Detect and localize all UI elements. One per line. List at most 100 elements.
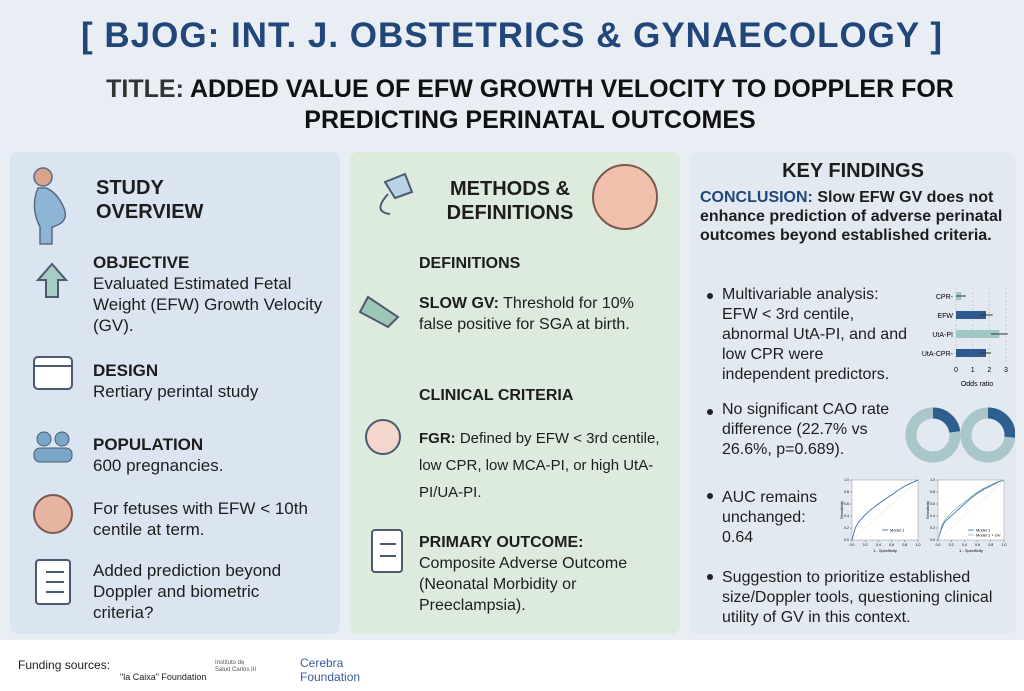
reference-line bbox=[851, 479, 919, 541]
funder: Instituto de Salud Carlos III bbox=[215, 660, 257, 673]
legend-label: Model 1 bbox=[976, 528, 991, 533]
y-tick-label: UtA-PI bbox=[932, 332, 953, 339]
item-label: OBJECTIVE bbox=[93, 253, 190, 272]
x-tick-label: 0.2 bbox=[863, 543, 868, 547]
y-tick-label: 0.0 bbox=[844, 538, 849, 542]
y-tick-label: 0.8 bbox=[844, 490, 849, 494]
overview-item: For fetuses with EFW < 10th centile at t… bbox=[93, 499, 308, 539]
finding: Multivariable analysis: EFW < 3rd centil… bbox=[722, 286, 907, 383]
y-tick-label: CPR- bbox=[936, 294, 954, 301]
findings-heading: KEY FINDINGS bbox=[782, 160, 924, 182]
x-tick-label: 0.6 bbox=[889, 543, 894, 547]
y-tick-label: 0.4 bbox=[930, 514, 935, 518]
article-title: TITLE: ADDED VALUE OF EFW GROWTH VELOCIT… bbox=[60, 74, 1000, 136]
x-tick-label: 0.0 bbox=[850, 543, 855, 547]
x-tick-label: 0.4 bbox=[876, 543, 881, 547]
x-axis-label: 1 - Specificity bbox=[873, 548, 897, 553]
definition-label: PRIMARY OUTCOME: bbox=[419, 534, 584, 551]
item-text: Evaluated Estimated Fetal Weight (EFW) G… bbox=[93, 274, 323, 335]
x-tick-label: 0.8 bbox=[902, 543, 907, 547]
y-tick-label: 0.6 bbox=[844, 502, 849, 506]
x-tick-label: 0 bbox=[954, 367, 958, 374]
overview-item: Added prediction beyond Doppler and biom… bbox=[93, 561, 282, 622]
footer bbox=[0, 640, 1024, 691]
overview-item: DESIGN Rertiary perintal study bbox=[93, 360, 333, 402]
bar bbox=[956, 311, 986, 319]
legend-label: Model 1 + GV bbox=[976, 533, 1001, 538]
finding: No significant CAO rate difference (22.7… bbox=[722, 401, 890, 458]
funder: Cerebra Foundation bbox=[300, 656, 361, 684]
roc-curve bbox=[937, 479, 1005, 541]
y-tick-label: 0.2 bbox=[844, 526, 849, 530]
title-text: ADDED VALUE OF EFW GROWTH VELOCITY TO DO… bbox=[189, 75, 954, 134]
odds-chart: 0 1 2 3 Odds ratio CPR- EFW UtA-PI UtA-CPR- bbox=[922, 288, 1008, 388]
y-tick-label: EFW bbox=[937, 313, 953, 320]
x-tick-label: 0.4 bbox=[962, 543, 967, 547]
overview-item: POPULATION 600 pregnancies. bbox=[93, 434, 333, 476]
methods-panel bbox=[350, 152, 680, 634]
x-tick-label: 1 bbox=[971, 367, 975, 374]
x-tick-label: 0.8 bbox=[988, 543, 993, 547]
x-tick-label: 1.0 bbox=[916, 543, 921, 547]
roc-chart: 0.0 0.2 0.4 0.6 0.8 1.0 0.0 0.2 0.4 0.6 0.8 1.0 1 - … bbox=[926, 478, 1007, 553]
y-tick-label: 0.8 bbox=[930, 490, 935, 494]
journal-title: [ BJOG: INT. J. OBSTETRICS & GYNAECOLOGY… bbox=[81, 16, 943, 55]
x-tick-label: 2 bbox=[987, 367, 991, 374]
definition-label: SLOW GV: bbox=[419, 295, 499, 312]
section-heading: CLINICAL CRITERIA bbox=[419, 387, 574, 404]
item-text: Rertiary perintal study bbox=[93, 382, 259, 401]
y-axis-label: Sensitivity bbox=[926, 501, 930, 519]
x-tick-label: 3 bbox=[1004, 367, 1008, 374]
definition-text: Composite Adverse Outcome (Neonatal Morb… bbox=[419, 555, 628, 614]
roc-curve bbox=[937, 479, 1005, 541]
findings-panel bbox=[690, 152, 1016, 634]
x-axis-label: 1 - Specificity bbox=[959, 548, 983, 553]
icons bbox=[33, 164, 713, 605]
funder: "la Caixa" Foundation bbox=[120, 672, 207, 682]
donut-segment bbox=[960, 407, 1015, 463]
y-tick-label: 0.0 bbox=[930, 538, 935, 542]
definition-label: FGR: bbox=[419, 430, 456, 447]
bar bbox=[956, 330, 1000, 338]
x-axis-label: Odds ratio bbox=[961, 381, 993, 388]
x-tick-label: 1.0 bbox=[1002, 543, 1007, 547]
item-label: POPULATION bbox=[93, 435, 204, 454]
section-heading: DEFINITIONS bbox=[419, 255, 521, 272]
legend-label: Model 1 bbox=[890, 528, 905, 533]
item-text: 600 pregnancies. bbox=[93, 456, 224, 475]
funding-label: Funding sources: bbox=[18, 658, 111, 672]
y-tick-label: 1.0 bbox=[844, 478, 849, 482]
donut-chart bbox=[905, 407, 1015, 463]
conclusion-text: Slow EFW GV does not enhance prediction … bbox=[700, 189, 1003, 244]
donut-segment bbox=[905, 407, 961, 463]
roc-chart: 0.0 0.2 0.4 0.6 0.8 1.0 0.0 0.2 0.4 0.6 0.8 1.0 1 - … bbox=[840, 478, 921, 553]
y-tick-label: 1.0 bbox=[930, 478, 935, 482]
definition: FGR: Defined by EFW < 3rd centile, low C… bbox=[419, 425, 674, 506]
roc-curve bbox=[851, 479, 919, 541]
overview-heading: STUDY OVERVIEW bbox=[96, 177, 204, 223]
definition-text: Defined by EFW < 3rd centile, low CPR, l… bbox=[419, 430, 660, 501]
overview-item: OBJECTIVE Evaluated Estimated Fetal Weigh… bbox=[93, 252, 333, 336]
definition-text: Threshold for 10% false positive for SGA… bbox=[419, 295, 634, 333]
definition: PRIMARY OUTCOME: Composite Adverse Outcom… bbox=[419, 532, 674, 616]
item-label: DESIGN bbox=[93, 361, 159, 380]
x-tick-label: 0.0 bbox=[936, 543, 941, 547]
bar bbox=[956, 349, 986, 357]
title-label: TITLE: bbox=[106, 75, 184, 103]
conclusion: CONCLUSION: Slow EFW GV does not enhance… bbox=[700, 188, 1005, 245]
methods-heading: METHODS & DEFINITIONS bbox=[446, 178, 574, 224]
definition: SLOW GV: Threshold for 10% false positiv… bbox=[419, 293, 669, 335]
finding: AUC remains unchanged: 0.64 bbox=[722, 489, 818, 546]
conclusion-label: CONCLUSION: bbox=[700, 189, 813, 206]
y-tick-label: 0.6 bbox=[930, 502, 935, 506]
y-tick-label: 0.4 bbox=[844, 514, 849, 518]
finding: Suggestion to prioritize established siz… bbox=[722, 569, 993, 626]
overview-panel bbox=[10, 152, 340, 634]
x-tick-label: 0.2 bbox=[949, 543, 954, 547]
x-tick-label: 0.6 bbox=[975, 543, 980, 547]
y-tick-label: UtA-CPR- bbox=[922, 351, 954, 358]
reference-line bbox=[937, 479, 1005, 541]
y-tick-label: 0.2 bbox=[930, 526, 935, 530]
y-axis-label: Sensitivity bbox=[840, 501, 844, 519]
